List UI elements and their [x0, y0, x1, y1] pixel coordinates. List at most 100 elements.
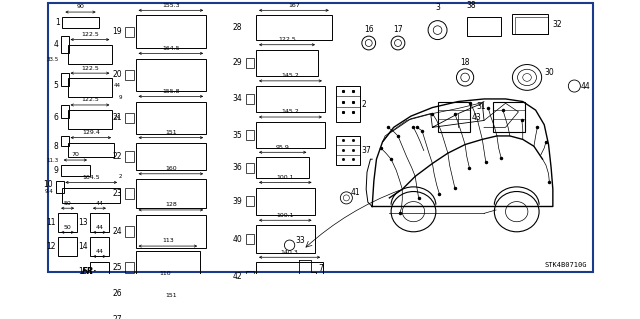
Text: 32: 32 [553, 19, 563, 29]
Text: 100.1: 100.1 [276, 213, 294, 218]
Text: 44: 44 [95, 201, 104, 206]
Bar [246, 130, 254, 140]
Text: 41: 41 [351, 188, 360, 197]
Bar [136, 143, 206, 170]
Bar [90, 262, 109, 280]
Bar [63, 188, 120, 203]
Bar [136, 305, 206, 319]
Text: 155.8: 155.8 [162, 89, 180, 94]
Text: 8: 8 [53, 142, 58, 151]
Text: 44: 44 [580, 82, 590, 91]
Text: 11: 11 [46, 218, 56, 227]
Text: 95.9: 95.9 [276, 145, 290, 150]
Text: 9.4: 9.4 [45, 189, 54, 194]
Text: 151: 151 [165, 130, 177, 135]
Text: 44: 44 [95, 249, 104, 254]
Text: 15: 15 [78, 266, 88, 276]
Text: 42: 42 [232, 272, 243, 281]
Text: 50: 50 [64, 225, 72, 230]
Text: 151: 151 [165, 293, 177, 298]
Text: 44: 44 [114, 83, 121, 88]
Bar [136, 284, 194, 303]
Text: 13: 13 [78, 218, 88, 227]
Text: 33.5: 33.5 [47, 57, 59, 62]
Bar [58, 237, 77, 256]
Bar [256, 188, 314, 215]
Text: 34: 34 [232, 94, 243, 103]
Text: 3: 3 [435, 3, 440, 12]
Text: 29: 29 [232, 58, 243, 67]
Text: 24: 24 [112, 227, 122, 236]
Bar [125, 263, 134, 273]
Bar [125, 226, 134, 237]
Bar [56, 181, 64, 193]
Text: 36: 36 [232, 163, 243, 172]
Bar [256, 263, 323, 290]
Bar [511, 14, 548, 34]
Bar [493, 101, 525, 132]
Bar [90, 213, 109, 232]
Text: 12: 12 [46, 242, 56, 251]
Text: 23: 23 [112, 189, 122, 198]
Bar [246, 196, 254, 206]
Text: 21: 21 [112, 113, 122, 122]
Text: 164.5: 164.5 [83, 175, 100, 180]
Bar [63, 17, 99, 27]
Text: 122.5: 122.5 [81, 32, 99, 37]
Bar [125, 27, 134, 37]
Bar [246, 271, 254, 281]
Text: 2: 2 [118, 174, 122, 179]
Text: 38: 38 [467, 1, 476, 10]
Text: 28: 28 [233, 23, 243, 32]
Text: 9: 9 [53, 166, 58, 175]
Bar [246, 94, 254, 104]
Bar [256, 226, 314, 253]
Text: 17: 17 [393, 26, 403, 34]
Text: 10: 10 [44, 180, 53, 189]
Text: 145.2: 145.2 [282, 109, 300, 115]
Text: 27: 27 [112, 315, 122, 319]
Bar [336, 86, 360, 122]
Bar [61, 165, 90, 175]
Text: 22: 22 [112, 152, 122, 161]
Text: 5: 5 [53, 81, 58, 90]
Bar [256, 50, 318, 76]
Text: 50: 50 [64, 201, 72, 206]
Text: 70: 70 [72, 152, 79, 158]
Text: 25: 25 [112, 263, 122, 272]
Text: 7: 7 [318, 264, 323, 273]
Bar [68, 78, 113, 97]
Bar [256, 158, 309, 178]
Text: 122.5: 122.5 [278, 37, 296, 42]
Bar [136, 16, 206, 48]
Bar [136, 215, 206, 248]
Text: 110: 110 [159, 271, 171, 276]
Bar [136, 179, 206, 208]
Bar [336, 136, 360, 165]
Bar [125, 113, 134, 123]
Text: 30: 30 [544, 68, 554, 77]
Bar [125, 189, 134, 199]
Bar [246, 163, 254, 173]
Text: 26: 26 [112, 289, 122, 298]
Text: 31: 31 [476, 101, 486, 110]
Bar [467, 17, 501, 36]
Bar [125, 314, 134, 319]
Text: FR·: FR· [81, 267, 97, 276]
Bar [61, 105, 69, 118]
Bar [58, 213, 77, 232]
Text: 39: 39 [232, 197, 243, 206]
Text: 35: 35 [232, 130, 243, 140]
Text: 100.1: 100.1 [276, 175, 294, 180]
Text: 155.3: 155.3 [162, 3, 180, 8]
Text: 145.2: 145.2 [282, 73, 300, 78]
Text: 24: 24 [114, 115, 121, 120]
Text: 140.3: 140.3 [281, 250, 298, 255]
Bar [515, 17, 548, 34]
Text: 6: 6 [53, 113, 58, 122]
Bar [61, 73, 69, 86]
Text: 129.4: 129.4 [82, 130, 100, 135]
Text: 2: 2 [362, 100, 367, 108]
Bar [125, 70, 134, 80]
Text: 1: 1 [55, 18, 60, 27]
